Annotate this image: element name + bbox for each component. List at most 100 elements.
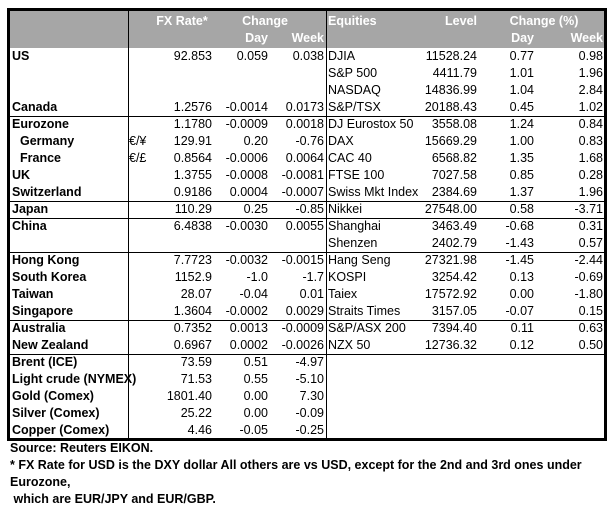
column-divider — [128, 11, 129, 438]
equity-change-week — [540, 371, 603, 388]
equity-index: NASDAQ — [328, 83, 381, 97]
equity-index: NZX 50 — [328, 338, 371, 352]
fx-change-day: -0.0002 — [225, 304, 268, 318]
currency-pair — [129, 422, 151, 439]
fx-change-day — [210, 235, 268, 252]
fx-change-week: -0.0009 — [281, 321, 324, 335]
header-week: Week — [291, 31, 324, 45]
country-name: Taiwan — [12, 287, 54, 301]
fx-change-week: -0.25 — [295, 423, 325, 437]
currency-pair — [129, 184, 151, 201]
fx-rate: 1.3755 — [173, 168, 212, 182]
equity-level: 7027.58 — [431, 168, 477, 182]
fx-change-day: -0.04 — [239, 287, 269, 301]
fx-change-week — [265, 65, 324, 82]
equity-index: KOSPI — [328, 270, 367, 284]
currency-pair — [129, 218, 151, 235]
equity-level — [410, 371, 477, 388]
fx-change-week: -1.7 — [302, 270, 324, 284]
equity-index: S&P/ASX 200 — [328, 321, 406, 335]
fx-rate: 1801.40 — [166, 389, 212, 403]
equity-change-day: 1.00 — [509, 134, 534, 148]
source-note: Source: Reuters EIKON. — [10, 441, 154, 455]
equity-level: 15669.29 — [424, 134, 477, 148]
equity-level: 17572.92 — [424, 287, 477, 301]
fx-change-week: -4.97 — [295, 355, 325, 369]
fx-change-day: 0.51 — [243, 355, 268, 369]
fx-change-week: 0.038 — [292, 49, 324, 63]
footnotes: Source: Reuters EIKON. * FX Rate for USD… — [10, 440, 616, 508]
equity-change-day: -0.68 — [505, 219, 535, 233]
equity-change-week: 1.68 — [578, 151, 603, 165]
equity-index: CAC 40 — [328, 151, 372, 165]
equity-index: DJIA — [328, 49, 356, 63]
equity-change-week: 2.84 — [578, 83, 603, 97]
fx-change-week: 7.30 — [299, 389, 324, 403]
equity-level: 2384.69 — [431, 185, 477, 199]
table-header: FX Rate* Change Day Week Equities Level … — [10, 11, 604, 48]
currency-pair — [129, 167, 151, 184]
fx-rate: 28.07 — [180, 287, 212, 301]
equity-index: S&P/TSX — [328, 100, 381, 114]
equity-level — [410, 422, 477, 439]
equity-change-week: 1.02 — [578, 100, 603, 114]
equity-index: Straits Times — [328, 304, 401, 318]
fx-change-week: -0.0026 — [281, 338, 324, 352]
equity-change-week: 0.98 — [578, 49, 603, 63]
fx-note: * FX Rate for USD is the DXY dollar All … — [10, 458, 582, 489]
fx-change-week: 0.0173 — [285, 100, 324, 114]
fx-change-week: -0.09 — [295, 406, 325, 420]
equity-change-week: -2.44 — [574, 253, 604, 267]
fx-change-day: 0.0002 — [229, 338, 268, 352]
fx-change-week: 0.01 — [299, 287, 324, 301]
equity-change-day: 0.85 — [509, 168, 534, 182]
equity-index: Nikkei — [328, 202, 363, 216]
country-name: Canada — [12, 100, 58, 114]
equity-change-week: -1.80 — [574, 287, 604, 301]
equity-change-day: 0.77 — [509, 49, 534, 63]
country-name: Gold (Comex) — [12, 389, 94, 403]
fx-rate: 0.9186 — [173, 185, 212, 199]
fx-change-week: -5.10 — [295, 372, 325, 386]
equity-change-week: 1.96 — [578, 66, 603, 80]
equity-level: 2402.79 — [431, 236, 477, 250]
header-equities: Equities — [328, 14, 377, 28]
country-name: Singapore — [12, 304, 74, 318]
fx-rate: 7.7723 — [173, 253, 212, 267]
equity-index: DJ Eurostox 50 — [328, 117, 414, 131]
equity-level: 20188.43 — [424, 100, 477, 114]
group-divider — [10, 116, 604, 117]
country-name: South Korea — [12, 270, 87, 284]
currency-pair — [129, 371, 151, 388]
equity-change-day: 0.58 — [509, 202, 534, 216]
header-eq-week: Week — [570, 31, 603, 45]
fx-rate: 0.6967 — [173, 338, 212, 352]
fx-change-day: -0.0032 — [225, 253, 268, 267]
equity-level: 27321.98 — [424, 253, 477, 267]
equity-level: 12736.32 — [424, 338, 477, 352]
fx-change-day: 0.0004 — [229, 185, 268, 199]
equity-index: Swiss Mkt Index — [328, 185, 419, 199]
country-name: Brent (ICE) — [12, 355, 78, 369]
equity-change-week: 0.31 — [578, 219, 603, 233]
equity-change-day: -0.07 — [505, 304, 535, 318]
fx-rate: 110.29 — [174, 202, 212, 216]
fx-change-week: 0.0064 — [285, 151, 324, 165]
equity-change-week: 0.83 — [578, 134, 603, 148]
fx-rate: 1.3604 — [173, 304, 212, 318]
fx-change-week — [265, 82, 324, 99]
header-change: Change — [242, 14, 288, 28]
fx-change-day — [210, 65, 268, 82]
equity-index: DAX — [328, 134, 354, 148]
country-name: Copper (Comex) — [12, 423, 110, 437]
equity-change-day: 1.37 — [509, 185, 534, 199]
country-name — [12, 82, 128, 99]
group-divider — [10, 201, 604, 202]
fx-change-week: 0.0055 — [285, 219, 324, 233]
currency-pair — [129, 388, 151, 405]
fx-change-day: 0.00 — [243, 389, 268, 403]
equity-change-week: 0.50 — [578, 338, 603, 352]
fx-change-day: 0.059 — [236, 49, 268, 63]
equity-level — [410, 354, 477, 371]
fx-change-day: 0.00 — [243, 406, 268, 420]
